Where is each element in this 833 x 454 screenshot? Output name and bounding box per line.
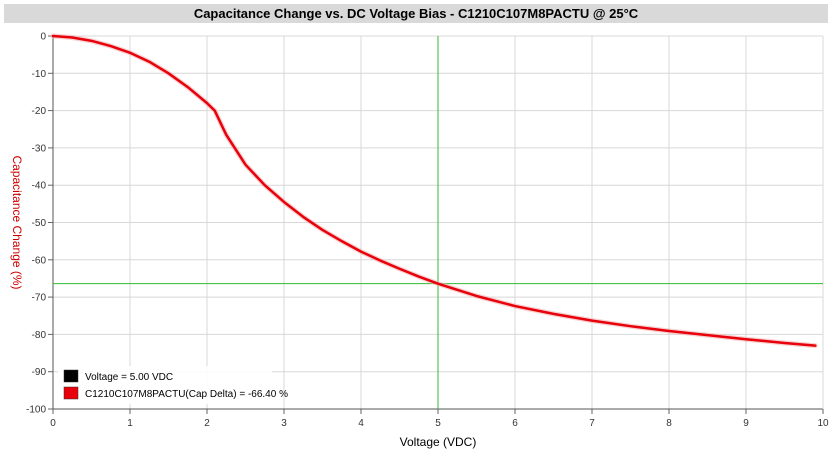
legend-swatch bbox=[63, 386, 79, 400]
y-tick-label: -50 bbox=[32, 218, 47, 229]
x-tick-label: 5 bbox=[435, 418, 441, 429]
legend-entry-text: C1210C107M8PACTU(Cap Delta) = -66.40 % bbox=[85, 389, 288, 400]
series bbox=[50, 33, 818, 349]
y-tick-label: -10 bbox=[32, 69, 47, 80]
y-tick-label: -60 bbox=[32, 255, 47, 266]
x-tick-label: 6 bbox=[512, 418, 518, 429]
x-tick-label: 10 bbox=[817, 418, 829, 429]
legend: Voltage = 5.00 VDC C1210C107M8PACTU(Cap D… bbox=[58, 366, 288, 404]
y-tick-label: -80 bbox=[32, 330, 47, 341]
x-tick-label: 1 bbox=[127, 418, 133, 429]
legend-box bbox=[58, 366, 272, 404]
x-tick-label: 3 bbox=[281, 418, 287, 429]
legend-swatch bbox=[63, 369, 79, 383]
y-tick-label: -40 bbox=[32, 181, 47, 192]
x-tick-label: 4 bbox=[358, 418, 364, 429]
x-axis-label: Voltage (VDC) bbox=[400, 435, 477, 449]
y-ticks: 0 -10 -20 -30 -40 -50 -60 -70 -80 -90 -100 bbox=[26, 32, 46, 416]
x-tick-label: 8 bbox=[666, 418, 672, 429]
y-tick-label: 0 bbox=[40, 32, 46, 43]
x-tick-label: 9 bbox=[743, 418, 749, 429]
y-tick-label: -70 bbox=[32, 293, 47, 304]
x-tick-label: 0 bbox=[50, 418, 56, 429]
x-tick-label: 7 bbox=[589, 418, 595, 429]
y-tick-label: -90 bbox=[32, 367, 47, 378]
chart-title: Capacitance Change vs. DC Voltage Bias -… bbox=[4, 4, 828, 23]
y-tick-label: -20 bbox=[32, 106, 47, 117]
y-tick-label: -100 bbox=[26, 405, 46, 416]
series-line-c1210c107m8pactu bbox=[51, 34, 817, 347]
legend-entry-text: Voltage = 5.00 VDC bbox=[85, 372, 173, 383]
y-tick-label: -30 bbox=[32, 143, 47, 154]
x-ticks: 0 1 2 3 4 5 6 7 8 9 10 bbox=[50, 418, 829, 429]
y-axis-label: Capacitance Change (%) bbox=[10, 155, 24, 289]
x-tick-label: 2 bbox=[204, 418, 210, 429]
